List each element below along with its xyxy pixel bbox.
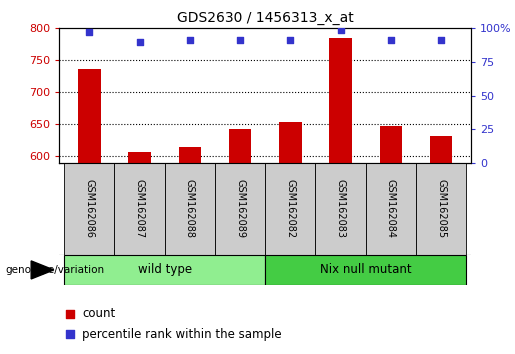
Bar [215,163,265,255]
Text: GSM162084: GSM162084 [386,179,396,238]
Bar [380,126,402,163]
Text: GSM162088: GSM162088 [185,179,195,238]
Point [387,38,395,43]
Text: GSM162087: GSM162087 [134,179,145,239]
Bar [179,147,201,163]
Text: wild type: wild type [138,263,192,276]
Text: Nix null mutant: Nix null mutant [320,263,411,276]
Bar [229,129,251,163]
Bar [265,163,316,255]
Bar [165,163,215,255]
Text: GSM162083: GSM162083 [336,179,346,238]
Point [65,311,74,316]
Text: genotype/variation: genotype/variation [5,265,104,275]
Point [85,29,94,35]
Bar [366,163,416,255]
Text: GSM162085: GSM162085 [436,179,446,239]
Point [236,38,244,43]
Text: count: count [82,307,115,320]
Bar [279,122,302,163]
Polygon shape [31,261,54,279]
Point [135,39,144,45]
Text: GSM162089: GSM162089 [235,179,245,238]
Bar [78,69,100,163]
Text: percentile rank within the sample: percentile rank within the sample [82,327,282,341]
Title: GDS2630 / 1456313_x_at: GDS2630 / 1456313_x_at [177,11,354,24]
Bar [316,163,366,255]
Point [65,331,74,337]
Bar [265,255,466,285]
Bar [329,38,352,163]
Bar [416,163,466,255]
Point [286,38,295,43]
Text: GSM162086: GSM162086 [84,179,94,238]
Point [336,27,345,33]
Bar [64,255,265,285]
Point [437,38,445,43]
Bar [128,152,151,163]
Bar [430,136,452,163]
Bar [64,163,114,255]
Point [186,38,194,43]
Text: GSM162082: GSM162082 [285,179,295,239]
Bar [114,163,165,255]
